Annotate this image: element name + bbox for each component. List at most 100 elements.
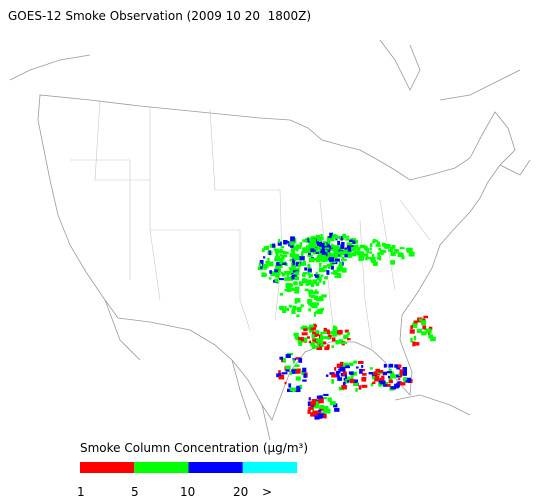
smoke-pixel (289, 387, 296, 392)
smoke-pixel (299, 242, 303, 247)
smoke-pixel (377, 257, 381, 260)
smoke-pixel (258, 262, 261, 267)
smoke-pixel (338, 251, 345, 256)
smoke-pixel (355, 366, 359, 369)
legend-label: 10 (180, 485, 195, 499)
smoke-pixel (311, 238, 317, 243)
smoke-pixel (295, 357, 302, 360)
smoke-pixel (403, 378, 406, 383)
smoke-pixel (331, 253, 337, 258)
smoke-pixel (335, 375, 340, 378)
smoke-pixel (335, 246, 339, 251)
smoke-pixel (342, 233, 346, 238)
smoke-pixel (343, 381, 346, 385)
mexico-coast (104, 299, 271, 441)
smoke-pixel (300, 326, 305, 330)
smoke-pixel (290, 283, 293, 288)
smoke-pixel (303, 247, 307, 251)
smoke-pixel (316, 337, 319, 342)
legend-title: Smoke Column Concentration (μg/m³) (80, 441, 308, 455)
smoke-pixel (285, 365, 291, 370)
smoke-pixel (357, 361, 364, 364)
smoke-pixel (280, 246, 285, 249)
smoke-pixel (300, 251, 304, 257)
smoke-pixel (283, 240, 288, 245)
smoke-pixel (265, 260, 269, 264)
smoke-pixel (279, 257, 284, 262)
smoke-pixel (350, 375, 354, 380)
smoke-pixel (347, 380, 350, 383)
smoke-pixel (344, 329, 349, 333)
smoke-pixel (333, 403, 338, 408)
smoke-pixel (313, 251, 320, 255)
smoke-pixel (327, 241, 331, 244)
smoke-pixel (312, 291, 315, 295)
smoke-pixel (388, 375, 391, 379)
smoke-pixel (316, 342, 320, 346)
smoke-pixel (317, 413, 322, 419)
smoke-pixel (345, 376, 350, 381)
smoke-pixel (276, 373, 282, 378)
smoke-pixel (359, 368, 363, 374)
smoke-pixel (313, 323, 317, 326)
smoke-pixel (358, 385, 362, 390)
smoke-pixel (290, 287, 294, 291)
smoke-pixel (301, 370, 305, 376)
smoke-pixel (389, 247, 393, 252)
smoke-pixel (322, 269, 327, 272)
smoke-pixel (285, 354, 291, 358)
smoke-pixel (404, 367, 407, 371)
smoke-pixel (292, 359, 295, 364)
smoke-pixel (316, 345, 323, 351)
smoke-pixel (317, 416, 323, 419)
smoke-pixel (299, 384, 303, 390)
smoke-pixel (347, 338, 351, 341)
smoke-pixel (428, 334, 433, 339)
smoke-pixel (375, 368, 380, 372)
smoke-pixel (306, 245, 309, 248)
smoke-pixel (276, 261, 282, 266)
smoke-pixel (303, 328, 308, 332)
smoke-pixel (301, 250, 308, 254)
smoke-pixel (356, 247, 361, 251)
smoke-pixel (332, 337, 336, 342)
smoke-pixel (281, 274, 285, 277)
smoke-pixel (376, 241, 381, 246)
smoke-pixel (381, 375, 385, 380)
smoke-pixel (361, 365, 364, 368)
smoke-pixel (277, 274, 280, 280)
smoke-pixel (295, 271, 300, 276)
smoke-pixel (400, 372, 403, 378)
smoke-pixel (378, 382, 383, 387)
smoke-pixel (313, 251, 316, 255)
smoke-pixel (314, 345, 320, 348)
smoke-pixel (407, 247, 413, 252)
smoke-pixel (315, 282, 320, 287)
smoke-pixel (344, 247, 348, 250)
smoke-pixel (302, 367, 307, 373)
smoke-pixel (376, 373, 381, 376)
smoke-pixel (294, 387, 297, 392)
smoke-pixel (286, 288, 292, 293)
smoke-pixel (379, 249, 384, 254)
smoke-pixel (430, 336, 436, 342)
smoke-pixel (302, 337, 308, 342)
smoke-pixel (308, 406, 314, 410)
smoke-pixel (337, 266, 342, 272)
smoke-pixel (340, 244, 345, 249)
smoke-pixel (331, 373, 337, 378)
smoke-pixel (371, 260, 374, 264)
smoke-pixel (372, 375, 376, 380)
smoke-pixel (312, 337, 316, 342)
smoke-pixel (310, 303, 315, 308)
smoke-pixel (330, 265, 334, 270)
smoke-pixel (410, 337, 413, 343)
smoke-pixel (297, 307, 302, 312)
smoke-pixel (297, 368, 301, 371)
smoke-pixel (326, 236, 331, 241)
smoke-pixel (313, 249, 319, 253)
smoke-pixel (268, 250, 271, 256)
smoke-pixel (302, 272, 308, 275)
smoke-pixel (327, 249, 331, 253)
smoke-pixel (353, 371, 358, 376)
